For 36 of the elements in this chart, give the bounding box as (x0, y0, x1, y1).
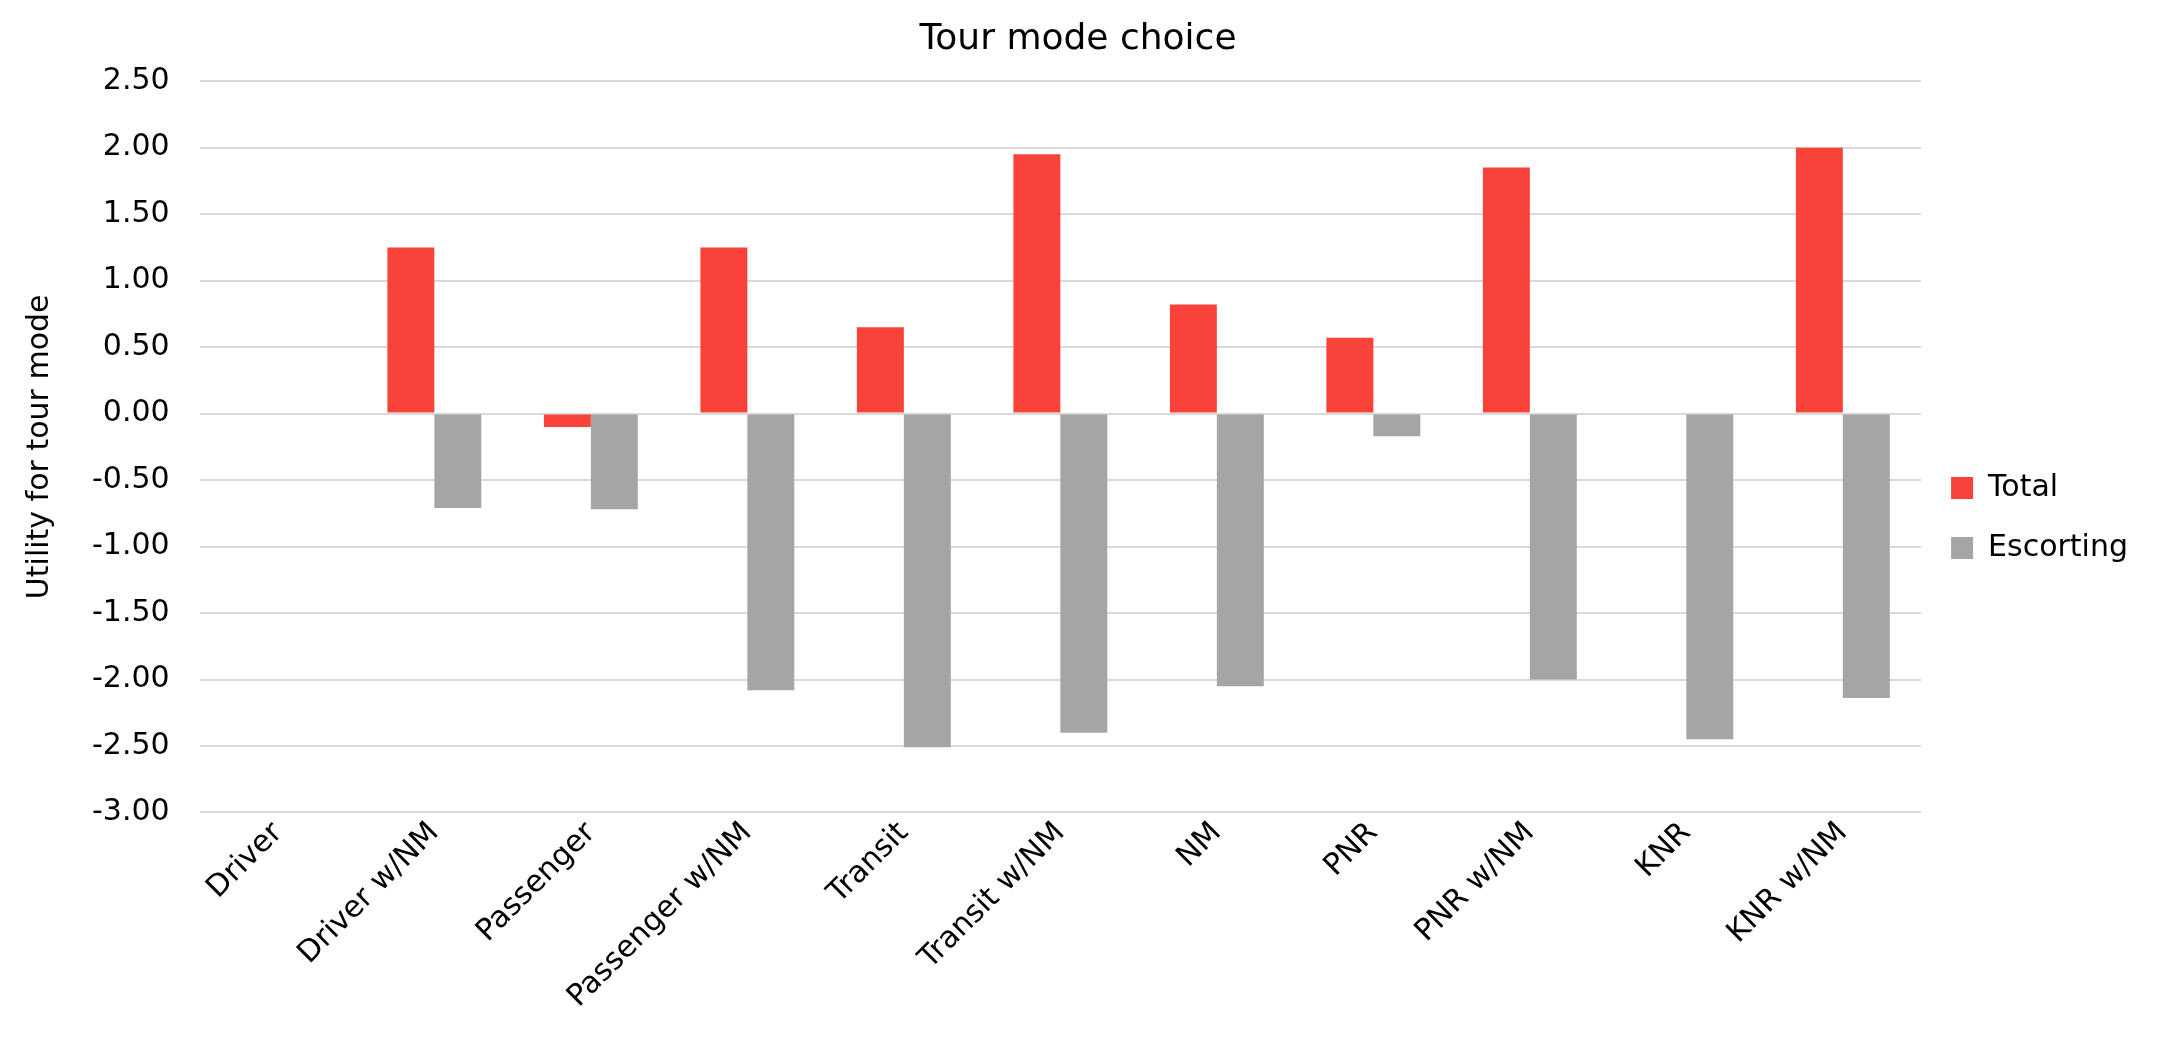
bar (1686, 414, 1734, 740)
legend-label: Total (1987, 467, 2059, 503)
bar (434, 414, 482, 508)
bar (1326, 337, 1374, 413)
bar (1529, 414, 1577, 680)
y-tick-label: 1.50 (102, 193, 170, 229)
bar (387, 247, 435, 413)
y-axis-title: Utility for tour mode (19, 294, 55, 600)
bar (747, 414, 795, 691)
bar (1013, 154, 1061, 413)
bar (1060, 414, 1108, 733)
bar (1795, 147, 1843, 413)
bar (1216, 414, 1264, 687)
y-tick-label: -1.00 (92, 526, 170, 562)
bar (856, 327, 904, 413)
bar (543, 414, 591, 427)
bar (1373, 414, 1421, 437)
y-tick-label: 0.50 (102, 326, 170, 362)
bar (1842, 414, 1890, 699)
y-tick-label: 0.00 (102, 393, 170, 429)
y-tick-label: -2.00 (92, 659, 170, 695)
bar (590, 414, 638, 510)
bar (700, 247, 748, 413)
y-tick-label: -1.50 (92, 592, 170, 628)
bar (1169, 304, 1217, 413)
x-tick-label: NM (1168, 813, 1228, 873)
y-tick-label: -2.50 (92, 725, 170, 761)
bar (1482, 167, 1530, 413)
y-tick-label: 2.00 (102, 127, 170, 163)
chart-title: Tour mode choice (918, 15, 1237, 57)
bar (903, 414, 951, 748)
y-tick-label: -0.50 (92, 459, 170, 495)
legend-label: Escorting (1988, 527, 2128, 563)
y-tick-label: -3.00 (92, 792, 170, 828)
y-tick-label: 2.50 (102, 61, 170, 96)
y-tick-label: 1.00 (102, 260, 170, 296)
